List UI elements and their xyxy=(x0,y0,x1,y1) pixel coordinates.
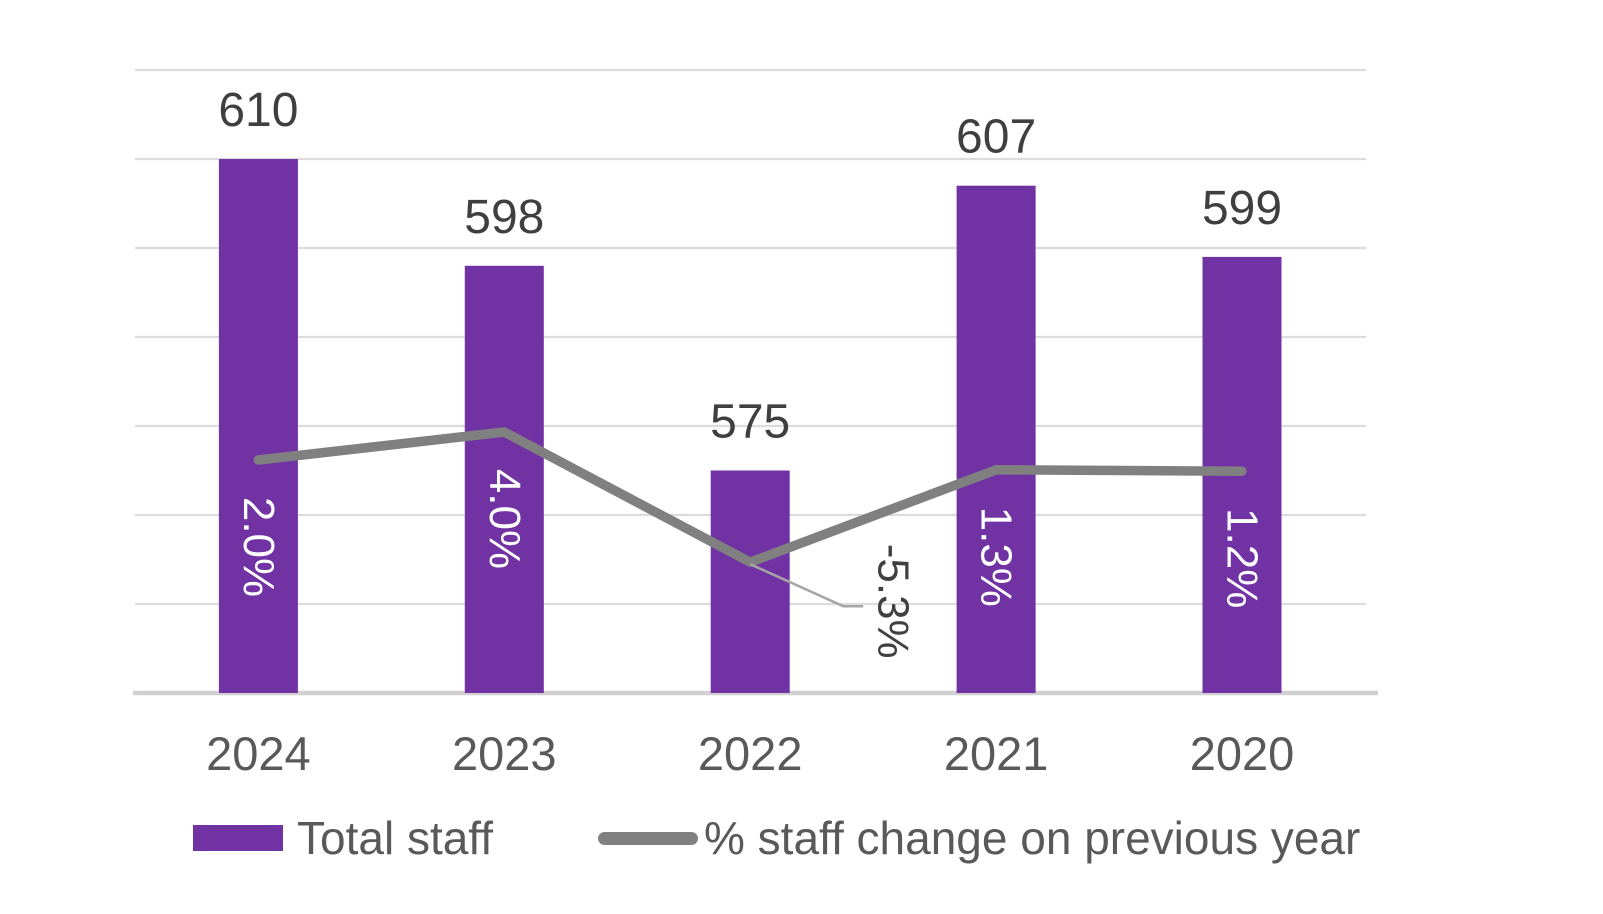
bar-value-label-2021: 607 xyxy=(956,111,1036,164)
bar-2024 xyxy=(218,159,298,693)
legend-item-staff-change: % staff change on previous year xyxy=(598,812,1360,864)
x-axis-label-2021: 2021 xyxy=(944,727,1049,780)
legend-label-total-staff: Total staff xyxy=(297,812,494,864)
bar-value-label-2023: 598 xyxy=(464,191,544,244)
bar-value-label-2022: 575 xyxy=(710,396,790,449)
legend: Total staff % staff change on previous y… xyxy=(0,812,1603,868)
x-axis-label-2020: 2020 xyxy=(1190,727,1295,780)
line-point-label-2024: 2.0% xyxy=(234,497,283,597)
callout-leader-line xyxy=(749,563,864,608)
line-point-callout-label-2022: -5.3% xyxy=(869,544,918,659)
line-point-label-2021: 1.3% xyxy=(972,507,1021,607)
line-point-label-2023: 4.0% xyxy=(480,469,529,569)
legend-item-total-staff: Total staff xyxy=(193,812,493,864)
line-point-label-2020: 1.2% xyxy=(1218,508,1267,608)
legend-label-staff-change: % staff change on previous year xyxy=(704,812,1361,864)
bar-value-label-2024: 610 xyxy=(218,84,298,137)
x-axis-label-2023: 2023 xyxy=(452,727,557,780)
x-axis-label-2024: 2024 xyxy=(206,727,311,780)
legend-bar-swatch xyxy=(193,825,283,851)
bar-2022 xyxy=(710,470,790,693)
bar-2023 xyxy=(464,265,544,693)
trend-line xyxy=(253,427,1247,567)
legend-line-swatch xyxy=(598,831,698,845)
x-axis-label-2022: 2022 xyxy=(698,727,803,780)
bar-2021 xyxy=(956,185,1036,693)
bar-value-label-2020: 599 xyxy=(1202,182,1282,235)
